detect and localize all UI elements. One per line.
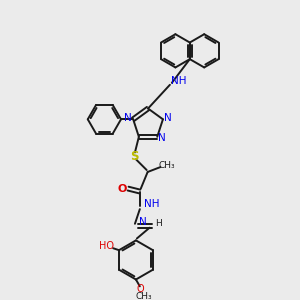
Text: O: O (118, 184, 127, 194)
Text: O: O (137, 284, 145, 294)
Text: NH: NH (171, 76, 186, 86)
Text: HO: HO (99, 241, 114, 251)
Text: N: N (164, 113, 172, 123)
Text: S: S (130, 150, 138, 163)
Text: CH₃: CH₃ (135, 292, 152, 300)
Text: N: N (139, 217, 147, 227)
Text: CH₃: CH₃ (159, 160, 175, 169)
Text: H: H (155, 219, 162, 228)
Text: NH: NH (144, 199, 159, 209)
Text: N: N (158, 133, 166, 143)
Text: N: N (124, 113, 132, 123)
